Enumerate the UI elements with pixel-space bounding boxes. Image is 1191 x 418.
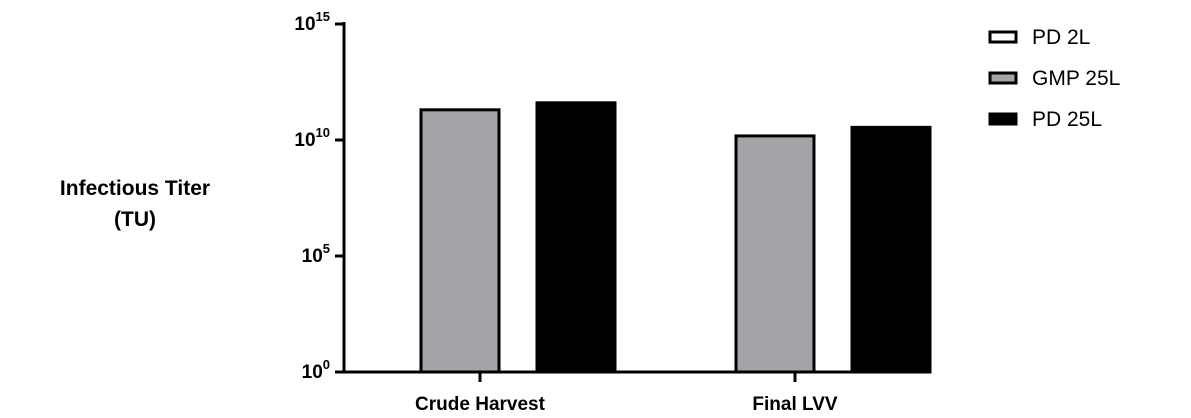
bar-pd-25l	[535, 101, 617, 374]
y-tick-label: 100	[302, 357, 330, 383]
y-tick-label-base: 10	[294, 14, 315, 35]
y-tick-label: 1015	[294, 9, 330, 35]
legend-label: PD 25L	[1032, 108, 1102, 131]
y-tick-label-base: 10	[302, 362, 323, 383]
y-axis-label-line-1: Infectious Titer	[60, 177, 210, 200]
bar-pd-25l	[850, 125, 932, 374]
legend-label: PD 2L	[1032, 26, 1090, 49]
bar-gmp-25l	[419, 108, 501, 374]
legend: PD 2L GMP 25L PD 25L	[988, 26, 1120, 131]
legend-swatch	[988, 112, 1018, 126]
y-tick-label-exponent: 15	[316, 9, 330, 24]
y-tick-label: 105	[302, 241, 330, 267]
bars	[419, 101, 932, 374]
y-tick-label-base: 10	[294, 130, 315, 151]
y-axis-label: Infectious Titer (TU)	[60, 177, 210, 231]
legend-label: GMP 25L	[1032, 67, 1120, 90]
bar-gmp-25l	[734, 134, 816, 374]
x-category-label: Final LVV	[752, 394, 837, 415]
y-tick-label-exponent: 5	[323, 241, 330, 256]
y-tick-label-exponent: 0	[323, 357, 330, 372]
y-tick-label-base: 10	[302, 246, 323, 267]
x-category-label: Crude Harvest	[415, 394, 546, 415]
y-tick-label-exponent: 10	[316, 125, 330, 140]
x-axis-categories: Crude Harvest Final LVV	[415, 372, 838, 415]
y-axis-label-line-2: (TU)	[114, 208, 156, 231]
legend-swatch	[988, 30, 1018, 44]
y-tick-label: 1010	[294, 125, 330, 151]
legend-swatch	[988, 71, 1018, 85]
axes	[342, 22, 920, 374]
